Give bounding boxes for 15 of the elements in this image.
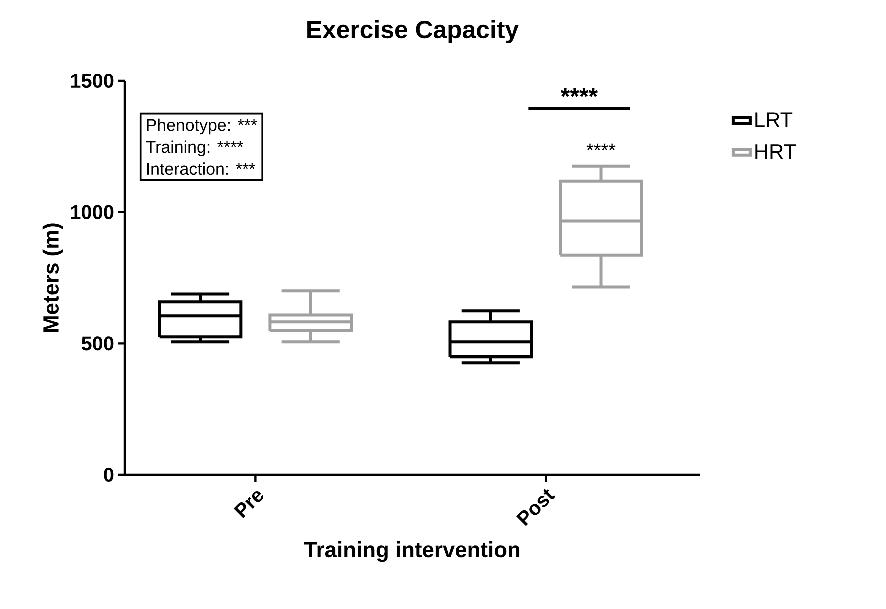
annotation: Phenotype: ***	[147, 118, 258, 135]
annotation: Training: ****	[146, 140, 244, 157]
x-axis-title: Training intervention	[304, 542, 520, 562]
chart-title: Exercise Capacity	[308, 20, 519, 44]
y-tick-label: 1500	[71, 74, 114, 88]
annotation: ****	[560, 88, 598, 98]
annotation: Interaction: ***	[147, 162, 256, 176]
legend-label: HRT	[756, 144, 796, 160]
annotation: ****	[586, 144, 616, 150]
x-tick-label: Pre	[234, 491, 264, 518]
y-tick-label: 500	[82, 336, 114, 351]
y-tick-label: 0	[104, 468, 114, 482]
y-tick-label: 1000	[71, 205, 114, 220]
y-axis-title: Meters (m)	[42, 224, 64, 332]
legend-label: LRT	[756, 112, 793, 128]
